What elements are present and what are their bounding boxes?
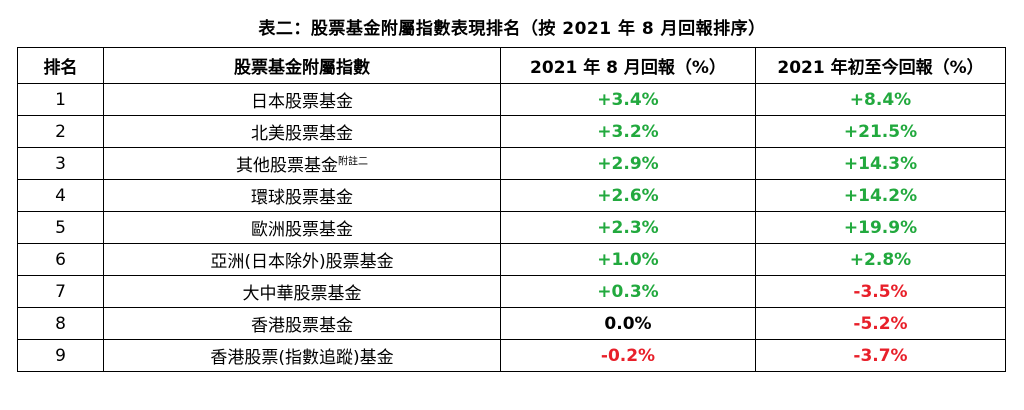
- aug-return-cell: +1.0%: [500, 243, 756, 276]
- fund-name-cell: 香港股票基金: [103, 307, 501, 340]
- table-row: 1 日本股票基金 +3.4% +8.4%: [17, 83, 1006, 116]
- ytd-return-cell: +8.4%: [755, 83, 1006, 116]
- aug-return-cell: +3.4%: [500, 83, 756, 116]
- fund-name: 環球股票基金: [251, 188, 353, 208]
- ytd-return-cell: -3.5%: [755, 275, 1006, 308]
- fund-name: 歐洲股票基金: [251, 220, 353, 240]
- aug-return-cell: +2.6%: [500, 179, 756, 212]
- aug-return-cell: 0.0%: [500, 307, 756, 340]
- rank-cell: 2: [17, 115, 104, 148]
- header-rank: 排名: [17, 47, 104, 84]
- fund-name-cell: 香港股票(指數追蹤)基金: [103, 339, 501, 372]
- rank-cell: 9: [17, 339, 104, 372]
- footnote-marker: 附註二: [338, 156, 368, 168]
- rank-cell: 7: [17, 275, 104, 308]
- aug-return-cell: +0.3%: [500, 275, 756, 308]
- header-aug-return: 2021 年 8 月回報（%）: [500, 47, 756, 84]
- ytd-return-cell: +14.3%: [755, 147, 1006, 180]
- rank-cell: 6: [17, 243, 104, 276]
- rank-cell: 8: [17, 307, 104, 340]
- fund-name: 大中華股票基金: [242, 284, 362, 304]
- rank-cell: 1: [17, 83, 104, 116]
- fund-name: 香港股票(指數追蹤)基金: [210, 348, 394, 368]
- fund-name: 北美股票基金: [251, 124, 353, 144]
- rank-cell: 4: [17, 179, 104, 212]
- fund-name: 香港股票基金: [251, 316, 353, 336]
- ytd-return-cell: +19.9%: [755, 211, 1006, 244]
- table-row: 5 歐洲股票基金 +2.3% +19.9%: [17, 211, 1006, 244]
- rank-cell: 3: [17, 147, 104, 180]
- fund-name-cell: 歐洲股票基金: [103, 211, 501, 244]
- ytd-return-cell: -3.7%: [755, 339, 1006, 372]
- table-row: 7 大中華股票基金 +0.3% -3.5%: [17, 275, 1006, 308]
- fund-name-cell: 北美股票基金: [103, 115, 501, 148]
- rank-cell: 5: [17, 211, 104, 244]
- header-fund-index: 股票基金附屬指數: [103, 47, 501, 84]
- fund-name-cell: 環球股票基金: [103, 179, 501, 212]
- ytd-return-cell: +21.5%: [755, 115, 1006, 148]
- table-row: 3 其他股票基金附註二 +2.9% +14.3%: [17, 147, 1006, 180]
- fund-name: 其他股票基金: [236, 156, 338, 176]
- fund-name-cell: 大中華股票基金: [103, 275, 501, 308]
- table-row: 6 亞洲(日本除外)股票基金 +1.0% +2.8%: [17, 243, 1006, 276]
- table-title: 表二：股票基金附屬指數表現排名（按 2021 年 8 月回報排序）: [258, 19, 766, 39]
- aug-return-cell: +2.3%: [500, 211, 756, 244]
- table-row: 8 香港股票基金 0.0% -5.2%: [17, 307, 1006, 340]
- ytd-return-cell: -5.2%: [755, 307, 1006, 340]
- aug-return-cell: +3.2%: [500, 115, 756, 148]
- fund-performance-table: 排名 股票基金附屬指數 2021 年 8 月回報（%） 2021 年初至今回報（…: [17, 47, 1006, 372]
- aug-return-cell: -0.2%: [500, 339, 756, 372]
- table-row: 9 香港股票(指數追蹤)基金 -0.2% -3.7%: [17, 339, 1006, 372]
- header-ytd-return: 2021 年初至今回報（%）: [755, 47, 1006, 84]
- fund-name-cell: 其他股票基金附註二: [103, 147, 501, 180]
- aug-return-cell: +2.9%: [500, 147, 756, 180]
- fund-name-cell: 日本股票基金: [103, 83, 501, 116]
- ytd-return-cell: +14.2%: [755, 179, 1006, 212]
- fund-name: 日本股票基金: [251, 92, 353, 112]
- table-row: 4 環球股票基金 +2.6% +14.2%: [17, 179, 1006, 212]
- fund-name: 亞洲(日本除外)股票基金: [210, 252, 394, 272]
- fund-name-cell: 亞洲(日本除外)股票基金: [103, 243, 501, 276]
- table-row: 2 北美股票基金 +3.2% +21.5%: [17, 115, 1006, 148]
- ytd-return-cell: +2.8%: [755, 243, 1006, 276]
- table-header-row: 排名 股票基金附屬指數 2021 年 8 月回報（%） 2021 年初至今回報（…: [17, 47, 1006, 84]
